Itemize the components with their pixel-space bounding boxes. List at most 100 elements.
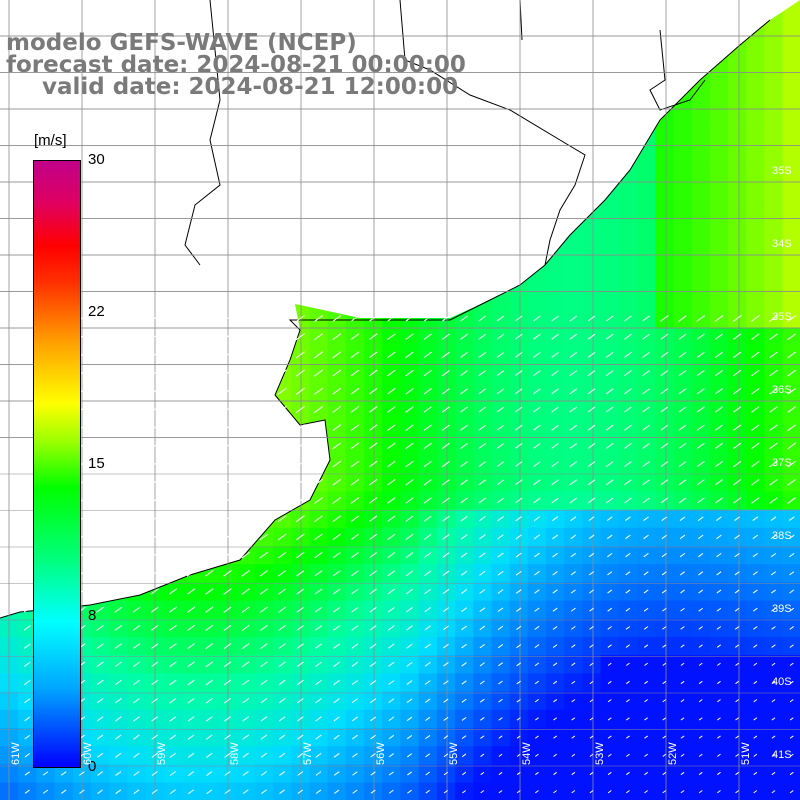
- wind-arrow: [188, 789, 195, 795]
- wind-cell: [746, 218, 765, 238]
- wind-cell: [782, 109, 800, 128]
- wind-arrow: [423, 406, 432, 413]
- wind-cell: [600, 200, 620, 219]
- wind-arrow: [113, 515, 123, 523]
- wind-arrow: [516, 680, 521, 685]
- wind-arrow: [332, 551, 341, 559]
- wind-arrow: [769, 387, 778, 395]
- wind-arrow: [607, 717, 612, 721]
- lon-label: 57W: [302, 742, 314, 765]
- wind-cell: [655, 145, 674, 165]
- wind-arrow: [332, 478, 342, 486]
- wind-arrow: [697, 534, 704, 540]
- wind-arrow: [132, 661, 141, 668]
- wind-arrow: [678, 461, 687, 468]
- wind-arrow: [168, 533, 178, 541]
- wind-arrow: [204, 369, 215, 377]
- wind-cell: [782, 182, 800, 201]
- wind-cell: [709, 182, 729, 201]
- wind-arrow: [460, 388, 468, 395]
- wind-cell: [600, 236, 620, 256]
- wind-arrow: [769, 406, 778, 413]
- wind-arrow: [698, 626, 703, 630]
- lon-label: 56W: [375, 742, 387, 765]
- wind-arrow: [151, 679, 159, 686]
- wind-arrow: [552, 662, 558, 667]
- wind-arrow: [441, 461, 450, 468]
- wind-arrow: [206, 771, 213, 776]
- wind-arrow: [114, 698, 122, 704]
- wind-cell: [764, 145, 784, 165]
- wind-arrow: [350, 497, 360, 504]
- wind-arrow: [571, 717, 576, 721]
- wind-arrow: [296, 698, 304, 704]
- wind-arrow: [388, 716, 395, 722]
- wind-arrow: [786, 314, 797, 323]
- wind-arrow: [169, 661, 177, 668]
- wind-arrow: [771, 589, 776, 594]
- wind-arrow: [132, 643, 141, 650]
- wind-arrow: [716, 771, 721, 776]
- wind-arrow: [149, 333, 160, 341]
- wind-arrow: [241, 533, 251, 541]
- wind-arrow: [42, 789, 49, 794]
- wind-cell: [746, 145, 765, 165]
- wind-arrow: [552, 644, 558, 648]
- wind-arrow: [605, 424, 614, 431]
- wind-arrow: [295, 460, 305, 468]
- wind-arrow: [660, 424, 669, 431]
- wind-arrow: [678, 479, 687, 486]
- wind-arrow: [332, 351, 342, 359]
- land-mask: [0, 0, 800, 618]
- wind-arrow: [770, 534, 777, 540]
- wind-arrow: [733, 460, 742, 468]
- wind-arrow: [771, 753, 776, 757]
- wind-arrow: [314, 643, 323, 649]
- wind-arrow: [516, 607, 522, 612]
- wind-cell: [564, 291, 583, 310]
- wind-arrow: [350, 315, 360, 322]
- wind-arrow: [680, 753, 685, 757]
- wind-arrow: [350, 351, 360, 359]
- wind-arrow: [753, 735, 758, 739]
- wind-arrow: [479, 607, 486, 613]
- wind-arrow: [222, 496, 233, 505]
- wind-arrow: [131, 424, 142, 432]
- wind-arrow: [771, 790, 776, 794]
- model-title: modelo GEFS-WAVE (NCEP): [6, 30, 357, 56]
- wind-arrow: [607, 607, 613, 612]
- wind-arrow: [589, 790, 594, 794]
- wind-cell: [782, 163, 800, 183]
- wind-arrow: [534, 571, 540, 576]
- wind-arrow: [716, 699, 721, 703]
- wind-arrow: [589, 753, 594, 757]
- wind-cell: [582, 218, 602, 238]
- wind-arrow: [168, 333, 178, 341]
- wind-arrow: [571, 699, 576, 703]
- wind-arrow: [259, 333, 269, 341]
- wind-cell: [564, 273, 583, 292]
- wind-arrow: [714, 369, 723, 377]
- wind-arrow: [241, 478, 251, 486]
- wind-arrow: [277, 533, 287, 541]
- wind-arrow: [714, 315, 724, 322]
- wind-arrow: [443, 680, 449, 685]
- wind-cell: [709, 91, 729, 110]
- wind-arrow: [204, 460, 215, 468]
- wind-arrow: [461, 735, 467, 739]
- wind-arrow: [279, 789, 285, 794]
- wind-arrow: [625, 552, 631, 558]
- wind-arrow: [222, 387, 233, 395]
- wind-cell: [782, 291, 800, 310]
- wind-arrow: [222, 515, 233, 523]
- wind-arrow: [241, 606, 250, 613]
- wind-arrow: [168, 442, 178, 450]
- wind-arrow: [351, 606, 359, 613]
- wind-arrow: [661, 553, 667, 558]
- wind-arrow: [242, 661, 250, 668]
- wind-arrow: [787, 333, 797, 341]
- wind-arrow: [789, 552, 795, 558]
- wind-arrow: [351, 643, 359, 649]
- wind-arrow: [461, 716, 467, 721]
- wind-arrow: [569, 388, 577, 395]
